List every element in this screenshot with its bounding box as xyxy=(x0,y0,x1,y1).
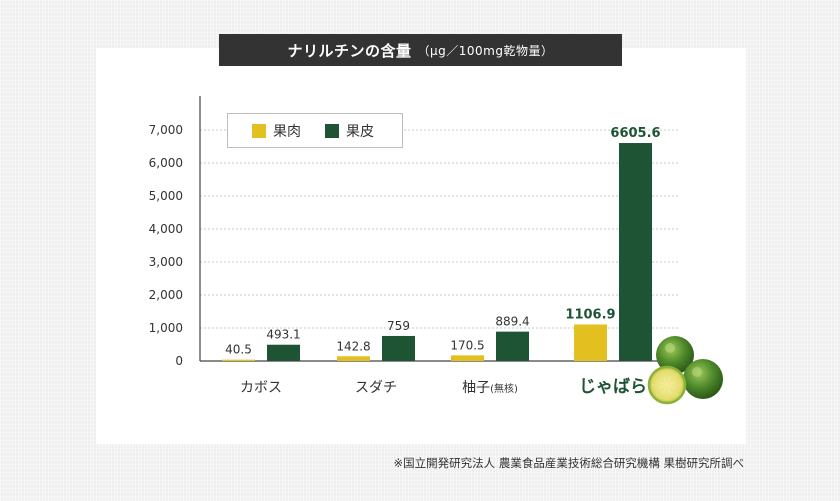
legend-item-peel: 果皮 xyxy=(325,121,374,141)
bar-flesh-0 xyxy=(222,359,255,361)
bar-value-label: 142.8 xyxy=(336,339,370,353)
bar-peel-2 xyxy=(496,331,529,361)
legend-label-peel: 果皮 xyxy=(346,123,374,140)
bar-peel-1 xyxy=(382,335,415,361)
y-tick-label: 2,000 xyxy=(149,288,183,302)
bar-flesh-1 xyxy=(337,356,370,361)
x-category-note: (無核) xyxy=(490,382,518,395)
bar-value-label: 6605.6 xyxy=(610,126,660,141)
bar-value-label: 1106.9 xyxy=(565,307,615,322)
bar-value-label: 889.4 xyxy=(495,315,529,329)
y-tick-label: 1,000 xyxy=(149,321,183,335)
legend-swatch-peel xyxy=(325,123,339,138)
y-tick-label: 3,000 xyxy=(149,255,183,269)
x-category-label: カボス xyxy=(240,380,282,396)
y-tick-label: 0 xyxy=(175,354,183,368)
bar-flesh-3 xyxy=(574,324,607,361)
chart-title: ナリルチンの含量 xyxy=(287,41,412,60)
bar-value-label: 40.5 xyxy=(225,343,252,357)
legend-item-flesh: 果肉 xyxy=(252,121,301,141)
y-tick-label: 5,000 xyxy=(149,189,183,203)
y-tick-label: 6,000 xyxy=(149,156,183,170)
chart-unit: （μg／100mg乾物量） xyxy=(417,43,554,58)
chart-title-bar: ナリルチンの含量 （μg／100mg乾物量） xyxy=(219,34,622,66)
x-category-label: じゃばら xyxy=(579,377,647,397)
bar-peel-3 xyxy=(619,143,652,361)
jabara-fruit-illustration xyxy=(647,336,723,405)
bar-value-label: 493.1 xyxy=(266,328,300,342)
legend-swatch-flesh xyxy=(252,123,266,138)
y-tick-label: 7,000 xyxy=(149,123,183,137)
source-note: ※国立開発研究法人 農業食品産業技術総合研究機構 果樹研究所調べ xyxy=(393,456,744,470)
chart-legend: 果肉 果皮 xyxy=(227,113,403,148)
x-category-label: 柚子(無核) xyxy=(462,380,518,396)
bar-peel-0 xyxy=(267,344,300,361)
bar-value-label: 170.5 xyxy=(450,338,484,352)
bar-value-label: 759 xyxy=(387,319,410,333)
bar-flesh-2 xyxy=(451,355,484,361)
y-tick-label: 4,000 xyxy=(149,222,183,236)
x-category-label: スダチ xyxy=(355,380,397,396)
legend-label-flesh: 果肉 xyxy=(273,123,301,140)
